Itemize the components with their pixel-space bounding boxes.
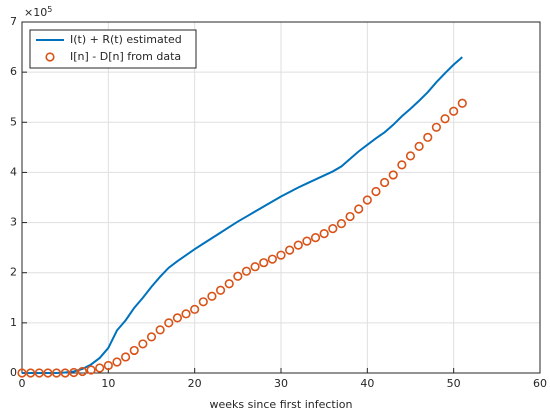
data-marker	[431, 122, 442, 132]
data-marker	[362, 195, 372, 205]
data-marker	[457, 98, 467, 108]
data-marker	[293, 240, 303, 250]
data-marker	[397, 160, 407, 170]
data-marker	[250, 262, 260, 272]
data-marker	[138, 339, 148, 349]
data-marker	[190, 304, 200, 314]
y-tick-label: 0	[10, 366, 17, 379]
y-tick-label: 1	[10, 316, 17, 329]
data-marker	[310, 233, 321, 243]
legend-box	[29, 29, 197, 69]
data-marker	[423, 132, 433, 142]
data-marker	[172, 313, 182, 323]
x-tick-label: 20	[188, 377, 202, 390]
data-marker	[354, 204, 364, 214]
data-marker	[129, 345, 139, 356]
data-marker	[95, 363, 105, 373]
data-marker	[112, 357, 122, 367]
y-tick-label: 2	[10, 266, 17, 279]
data-marker	[241, 266, 252, 276]
data-marker	[60, 368, 70, 378]
data-marker	[224, 279, 234, 289]
data-marker	[198, 297, 208, 307]
data-line	[22, 56, 463, 374]
y-tick-label: 5	[10, 115, 17, 128]
data-marker	[388, 170, 398, 180]
data-marker	[155, 325, 165, 335]
data-marker	[345, 211, 355, 222]
x-axis-label: weeks since first infection	[210, 398, 353, 411]
y-tick-label: 3	[10, 216, 17, 229]
legend-swatch	[45, 52, 55, 62]
data-marker	[285, 245, 295, 255]
x-tick-label: 10	[101, 377, 115, 390]
data-marker	[405, 151, 416, 161]
data-marker	[51, 368, 62, 378]
data-marker	[371, 186, 381, 197]
y-multiplier-base: ×10	[24, 6, 47, 19]
legend: I(t) + R(t) estimated I[n] - D[n] from da…	[29, 29, 197, 69]
data-marker	[103, 360, 113, 371]
data-marker	[319, 229, 329, 239]
data-marker	[164, 318, 174, 328]
data-marker	[17, 368, 27, 378]
data-marker	[69, 367, 79, 378]
x-tick-label: 0	[19, 377, 26, 390]
data-marker	[336, 218, 347, 229]
x-tick-label: 60	[533, 377, 547, 390]
data-marker	[43, 368, 53, 378]
data-marker	[77, 366, 88, 377]
data-marker	[86, 365, 96, 375]
data-marker	[181, 309, 191, 319]
x-tick-label: 50	[447, 377, 461, 390]
data-marker	[34, 368, 44, 378]
data-marker	[276, 250, 286, 260]
data-marker	[259, 258, 269, 268]
x-tick-label: 40	[360, 377, 374, 390]
data-marker	[233, 271, 243, 281]
legend-label: I[n] - D[n] from data	[70, 50, 181, 63]
data-marker	[26, 368, 36, 378]
y-tick-label: 4	[10, 165, 17, 178]
data-marker	[215, 285, 226, 295]
data-marker	[267, 254, 277, 264]
data-marker	[449, 106, 459, 116]
plot-frame	[21, 21, 541, 374]
data-marker	[440, 114, 450, 124]
data-marker	[302, 236, 312, 246]
y-multiplier-exponent: 5	[47, 5, 52, 14]
data-marker	[380, 177, 390, 188]
y-tick-label: 7	[10, 15, 17, 28]
legend-label: I(t) + R(t) estimated	[70, 33, 182, 46]
data-marker	[146, 332, 157, 342]
data-marker	[120, 352, 131, 362]
y-tick-label: 6	[10, 65, 17, 78]
x-tick-label: 30	[274, 377, 288, 390]
data-marker	[207, 291, 217, 301]
y-multiplier: ×105	[24, 5, 52, 20]
data-marker	[414, 141, 424, 151]
data-marker	[328, 223, 338, 234]
